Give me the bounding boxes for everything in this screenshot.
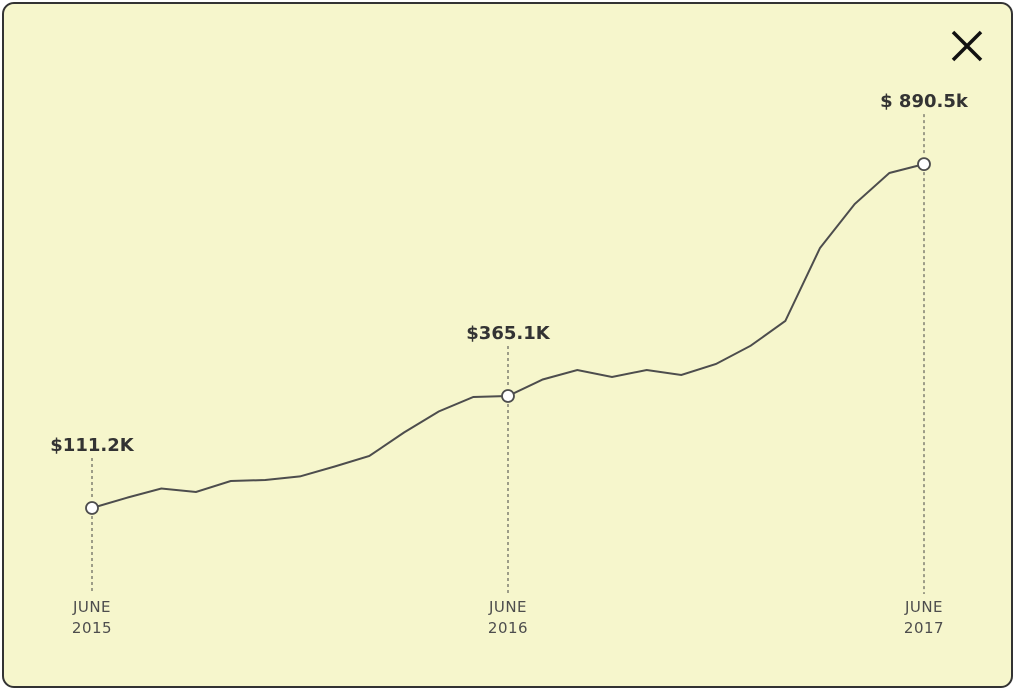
x-tick-label: JUNE 2015 xyxy=(71,598,113,637)
x-tick-label: JUNE 2016 xyxy=(487,598,529,637)
point-marker xyxy=(85,501,99,515)
close-icon xyxy=(951,30,983,62)
value-label: $ 890.5k xyxy=(880,91,969,112)
close-button[interactable] xyxy=(951,30,983,62)
value-label: $365.1K xyxy=(466,323,550,344)
chart: $111.2K $365.1K $ 890.5k xyxy=(50,30,983,594)
point-marker xyxy=(501,389,515,403)
value-label: $111.2K xyxy=(50,435,134,456)
point-marker xyxy=(917,157,931,172)
x-tick-label: JUNE 2017 xyxy=(903,598,945,637)
